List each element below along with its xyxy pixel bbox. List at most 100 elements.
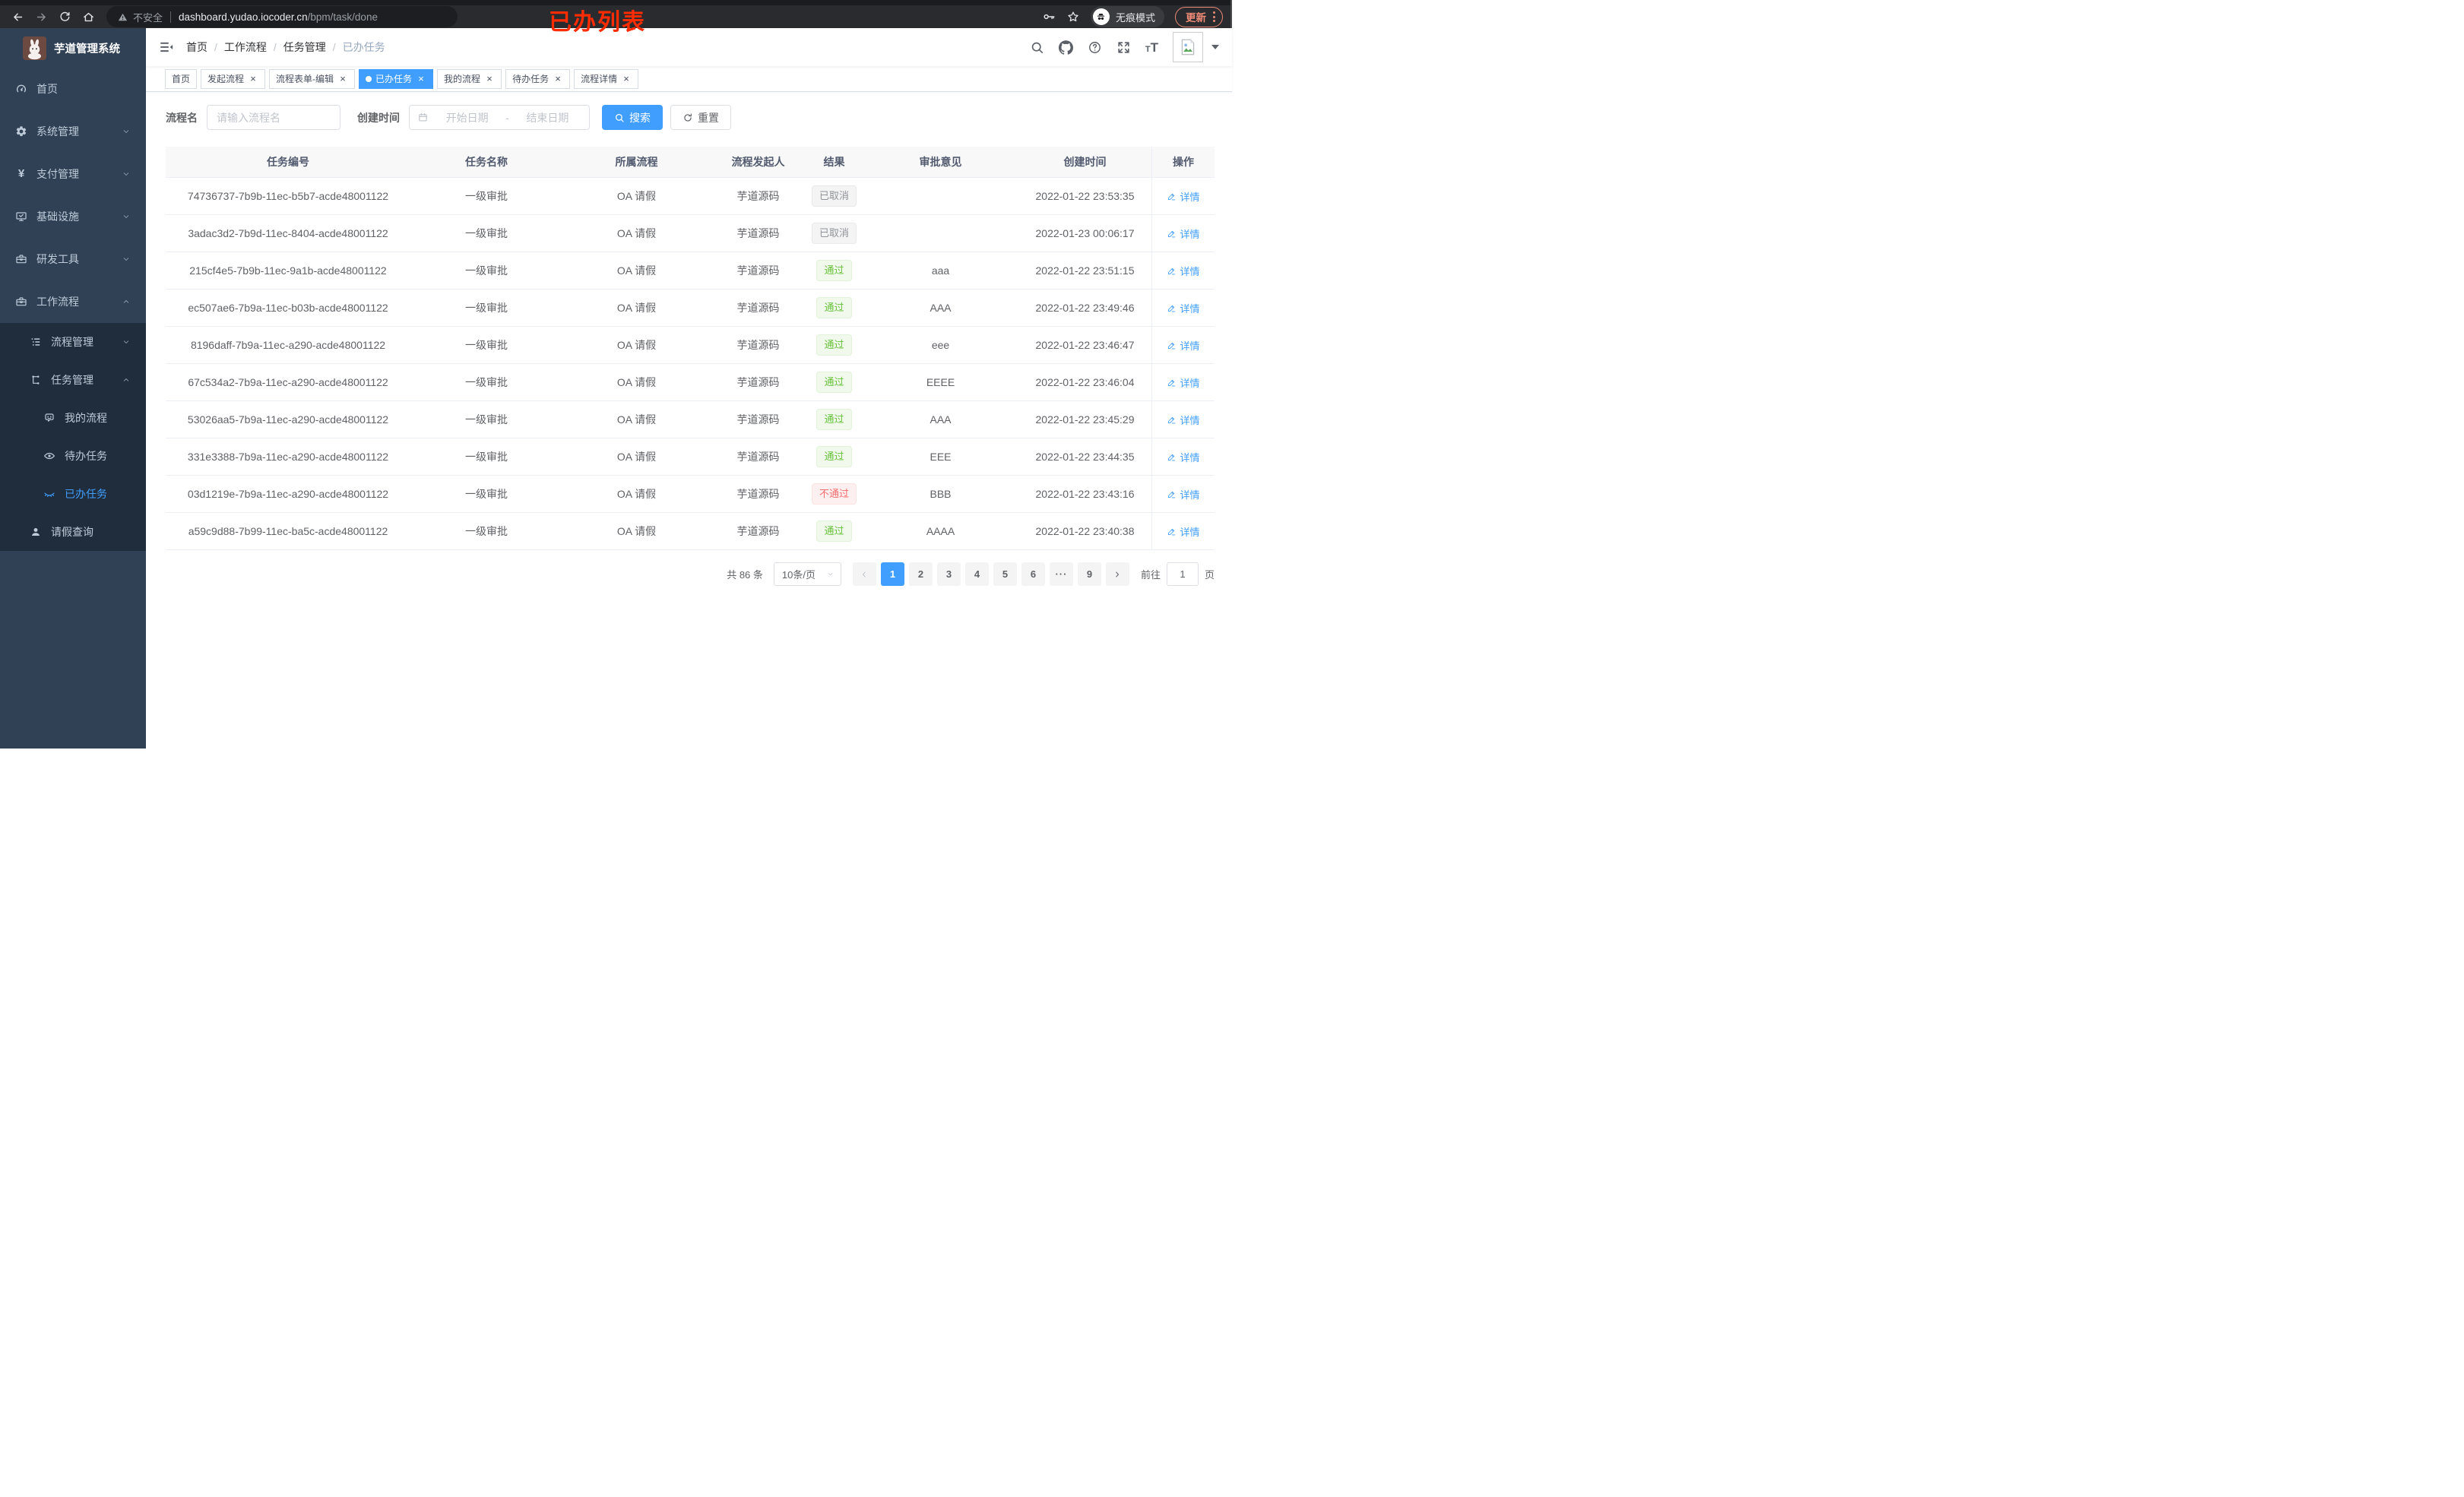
breadcrumb: 首页 / 工作流程 / 任务管理 / 已办任务 bbox=[186, 40, 385, 55]
detail-link[interactable]: 详情 bbox=[1167, 524, 1200, 539]
pagination-page-5[interactable]: 5 bbox=[993, 562, 1017, 586]
create-time: 2022-01-22 23:43:16 bbox=[1035, 488, 1135, 500]
tab-my-process[interactable]: 我的流程 × bbox=[437, 68, 502, 89]
create-time: 2022-01-22 23:40:38 bbox=[1035, 525, 1135, 537]
process-name-input[interactable] bbox=[207, 105, 340, 130]
result-badge: 通过 bbox=[816, 372, 852, 393]
tab-done-tasks[interactable]: 已办任务 × bbox=[359, 68, 434, 89]
breadcrumb-task-mgmt[interactable]: 任务管理 bbox=[283, 41, 326, 53]
forward-icon[interactable] bbox=[31, 7, 51, 27]
sidebar-item-home[interactable]: 首页 bbox=[0, 68, 146, 110]
page-size-select[interactable]: 10条/页 bbox=[773, 562, 841, 586]
search-button[interactable]: 搜索 bbox=[602, 105, 663, 130]
app-logo[interactable]: 芋道管理系统 bbox=[0, 28, 146, 68]
close-icon[interactable]: × bbox=[555, 72, 561, 84]
pagination-page-9[interactable]: 9 bbox=[1077, 562, 1101, 586]
star-icon[interactable] bbox=[1066, 10, 1080, 24]
tree-list-icon bbox=[30, 336, 42, 348]
breadcrumb-home[interactable]: 首页 bbox=[186, 41, 207, 53]
breadcrumb-workflow[interactable]: 工作流程 bbox=[223, 41, 267, 53]
detail-link[interactable]: 详情 bbox=[1167, 301, 1200, 315]
result-badge: 通过 bbox=[816, 260, 852, 281]
search-icon[interactable] bbox=[1030, 40, 1044, 55]
back-icon[interactable] bbox=[8, 7, 27, 27]
detail-link[interactable]: 详情 bbox=[1167, 450, 1200, 464]
close-icon[interactable]: × bbox=[623, 72, 629, 84]
help-icon[interactable] bbox=[1088, 40, 1102, 55]
url-bar[interactable]: 不安全 dashboard.yudao.iocoder.cn/bpm/task/… bbox=[106, 6, 458, 27]
detail-link[interactable]: 详情 bbox=[1167, 413, 1200, 427]
tab-process-detail[interactable]: 流程详情 × bbox=[574, 68, 639, 89]
tab-home[interactable]: 首页 bbox=[165, 68, 198, 89]
sidebar-collapse-icon[interactable] bbox=[159, 40, 174, 55]
pagination-prev[interactable] bbox=[852, 562, 876, 586]
reload-icon[interactable] bbox=[55, 7, 74, 27]
column-header: 结果 bbox=[823, 156, 845, 168]
chevron-down-icon bbox=[122, 212, 131, 221]
reset-button[interactable]: 重置 bbox=[670, 105, 731, 130]
close-icon[interactable]: × bbox=[418, 72, 424, 84]
date-range-picker[interactable]: 开始日期 - 结束日期 bbox=[409, 105, 590, 130]
detail-link[interactable]: 详情 bbox=[1167, 189, 1200, 204]
pagination-page-4[interactable]: 4 bbox=[964, 562, 989, 586]
action-cell: 详情 bbox=[1151, 513, 1215, 549]
sidebar-item-infra[interactable]: 基础设施 bbox=[0, 195, 146, 238]
caret-down-icon[interactable] bbox=[1211, 45, 1219, 49]
fullscreen-icon[interactable] bbox=[1116, 40, 1131, 55]
close-icon[interactable]: × bbox=[250, 72, 256, 84]
detail-link-label: 详情 bbox=[1180, 340, 1200, 352]
action-cell: 详情 bbox=[1151, 327, 1215, 363]
avatar[interactable] bbox=[1173, 32, 1203, 62]
process-name: OA 请假 bbox=[616, 376, 657, 388]
tab-form-edit[interactable]: 流程表单-编辑 × bbox=[269, 68, 356, 89]
briefcase-icon bbox=[15, 296, 27, 308]
security-label[interactable]: 不安全 bbox=[133, 11, 163, 24]
not-secure-icon bbox=[117, 11, 128, 23]
sidebar-item-workflow[interactable]: 工作流程 bbox=[0, 280, 146, 323]
sidebar-item-label: 请假查询 bbox=[51, 526, 93, 538]
sidebar-item-task-mgmt[interactable]: 任务管理 bbox=[0, 361, 146, 399]
pagination-page-6[interactable]: 6 bbox=[1021, 562, 1045, 586]
task-id: 03d1219e-7b9a-11ec-a290-acde48001122 bbox=[187, 488, 389, 500]
process-starter: 芋道源码 bbox=[736, 488, 780, 500]
sidebar-item-done-tasks[interactable]: 已办任务 bbox=[0, 475, 146, 513]
incognito-badge: 无痕模式 bbox=[1090, 6, 1164, 27]
table-row: 8196daff-7b9a-11ec-a290-acde48001122 一级审批… bbox=[166, 327, 1215, 364]
edit-icon bbox=[1167, 378, 1177, 388]
pagination-next[interactable] bbox=[1105, 562, 1129, 586]
task-id: 331e3388-7b9a-11ec-a290-acde48001122 bbox=[187, 451, 389, 463]
close-icon[interactable]: × bbox=[340, 72, 346, 84]
github-icon[interactable] bbox=[1058, 40, 1073, 55]
tab-start-process[interactable]: 发起流程 × bbox=[201, 68, 266, 89]
sidebar-item-leave-query[interactable]: 请假查询 bbox=[0, 513, 146, 551]
process-starter: 芋道源码 bbox=[736, 302, 780, 314]
pagination-more[interactable]: ··· bbox=[1049, 562, 1073, 586]
detail-link[interactable]: 详情 bbox=[1167, 338, 1200, 353]
url-text[interactable]: dashboard.yudao.iocoder.cn/bpm/task/done bbox=[179, 11, 378, 23]
key-icon[interactable] bbox=[1042, 10, 1056, 24]
update-button[interactable]: 更新 bbox=[1175, 6, 1223, 27]
sidebar-item-dev-tools[interactable]: 研发工具 bbox=[0, 238, 146, 280]
pagination-page-3[interactable]: 3 bbox=[936, 562, 961, 586]
pagination-page-2[interactable]: 2 bbox=[908, 562, 933, 586]
detail-link[interactable]: 详情 bbox=[1167, 264, 1200, 278]
detail-link[interactable]: 详情 bbox=[1167, 375, 1200, 390]
pagination-page-1[interactable]: 1 bbox=[880, 562, 904, 586]
sidebar-item-my-process[interactable]: 我的流程 bbox=[0, 399, 146, 437]
home-icon[interactable] bbox=[78, 7, 98, 27]
task-name: 一级审批 bbox=[465, 413, 508, 426]
detail-link[interactable]: 详情 bbox=[1167, 487, 1200, 502]
close-icon[interactable]: × bbox=[486, 72, 492, 84]
more-dots-icon[interactable] bbox=[1213, 11, 1215, 22]
sidebar-item-process-mgmt[interactable]: 流程管理 bbox=[0, 323, 146, 361]
detail-link[interactable]: 详情 bbox=[1167, 226, 1200, 241]
sidebar-item-system[interactable]: 系统管理 bbox=[0, 110, 146, 153]
face-icon bbox=[43, 412, 55, 424]
sidebar-item-payment[interactable]: ¥ 支付管理 bbox=[0, 153, 146, 195]
tab-todo-tasks[interactable]: 待办任务 × bbox=[505, 68, 571, 89]
sidebar-item-todo-tasks[interactable]: 待办任务 bbox=[0, 437, 146, 475]
incognito-label: 无痕模式 bbox=[1115, 11, 1155, 24]
goto-page-input[interactable] bbox=[1166, 562, 1199, 586]
